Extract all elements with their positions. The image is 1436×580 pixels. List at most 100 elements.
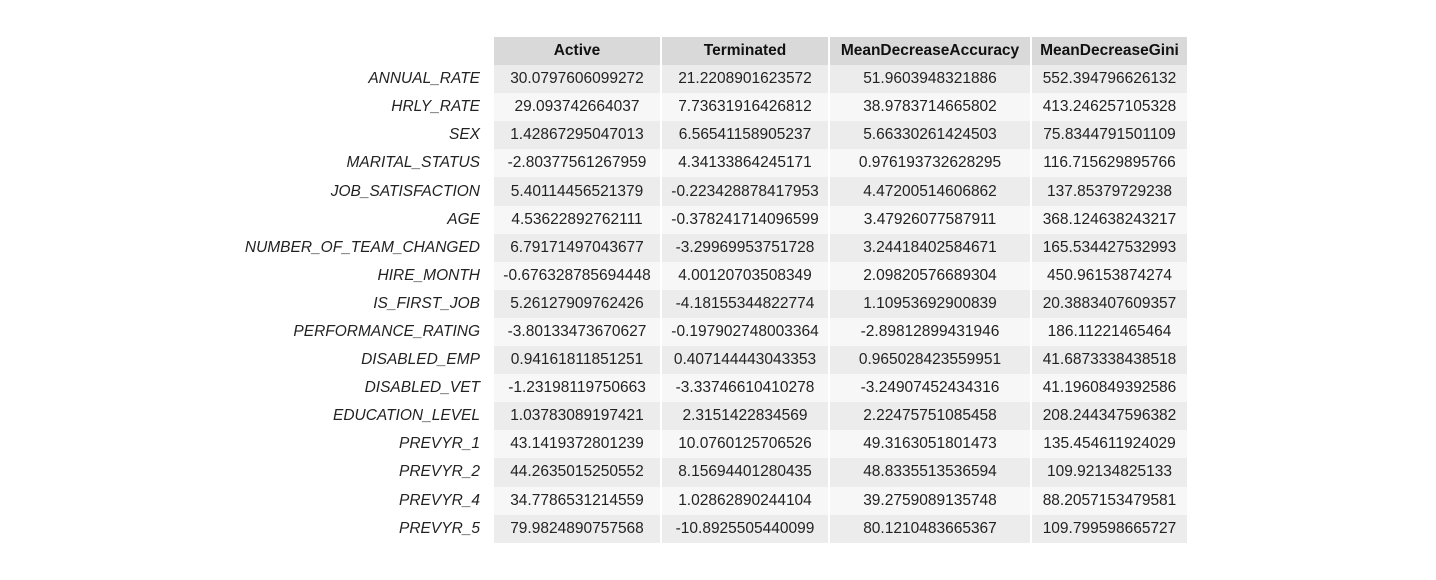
table-cell: 88.2057153479581	[1032, 486, 1187, 515]
table-row: IS_FIRST_JOB 5.26127909762426 -4.181553448…	[232, 289, 1187, 318]
table-cell: 4.00120703508349	[662, 261, 828, 290]
table-cell: -3.29969953751728	[662, 233, 828, 262]
table-row: ANNUAL_RATE 30.0797606099272 21.2208901623…	[232, 65, 1187, 94]
row-label: ANNUAL_RATE	[368, 70, 480, 88]
table-cell: 43.1419372801239	[494, 430, 660, 459]
column-header-terminated: Terminated	[662, 37, 828, 66]
table-cell: 2.22475751085458	[830, 402, 1030, 431]
row-label: DISABLED_EMP	[361, 351, 480, 369]
table-cell: 450.96153874274	[1032, 261, 1187, 290]
table-cell: 3.24418402584671	[830, 233, 1030, 262]
column-header-mean-decrease-accuracy: MeanDecreaseAccuracy	[830, 37, 1030, 66]
table-row: AGE 4.53622892762111 -0.378241714096599 3.4…	[232, 205, 1187, 234]
table-cell: 116.715629895766	[1032, 149, 1187, 178]
table-cell: 30.0797606099272	[494, 65, 660, 94]
table-cell: 10.0760125706526	[662, 430, 828, 459]
table-row: HRLY_RATE 29.093742664037 7.73631916426812…	[232, 93, 1187, 122]
table-cell: -2.80377561267959	[494, 149, 660, 178]
table-row: PREVYR_4 34.7786531214559 1.02862890244104…	[232, 486, 1187, 515]
table-cell: 41.6873338438518	[1032, 346, 1187, 375]
table-cell: 109.799598665727	[1032, 514, 1187, 543]
table-cell: 2.09820576689304	[830, 261, 1030, 290]
table-row: DISABLED_EMP 0.94161811851251 0.4071444430…	[232, 346, 1187, 375]
importance-table: Active Terminated MeanDecreaseAccuracy M…	[230, 37, 1189, 543]
table-cell: 109.92134825133	[1032, 458, 1187, 487]
table-cell: 79.9824890757568	[494, 514, 660, 543]
table-cell: 41.1960849392586	[1032, 374, 1187, 403]
row-label: PREVYR_5	[399, 519, 480, 537]
table-cell: 6.56541158905237	[662, 121, 828, 150]
table-cell: 75.8344791501109	[1032, 121, 1187, 150]
table-cell: 5.40114456521379	[494, 177, 660, 206]
table-cell: 165.534427532993	[1032, 233, 1187, 262]
table-cell: 4.47200514606862	[830, 177, 1030, 206]
table-cell: 368.124638243217	[1032, 205, 1187, 234]
table-row: PERFORMANCE_RATING -3.80133473670627 -0.19…	[232, 317, 1187, 347]
table-cell: 0.94161811851251	[494, 346, 660, 375]
table-cell: 1.10953692900839	[830, 289, 1030, 318]
table-cell: 80.1210483665367	[830, 514, 1030, 543]
table-cell: -0.676328785694448	[494, 261, 660, 290]
table-cell: -4.18155344822774	[662, 289, 828, 318]
table-cell: -1.23198119750663	[494, 374, 660, 403]
table-body: ANNUAL_RATE 30.0797606099272 21.2208901623…	[232, 65, 1187, 543]
table-cell: 4.53622892762111	[494, 205, 660, 234]
table-row: SEX 1.42867295047013 6.56541158905237 5.663…	[232, 121, 1187, 150]
table-cell: 208.244347596382	[1032, 402, 1187, 431]
table-cell: 29.093742664037	[494, 93, 660, 122]
table-row: DISABLED_VET -1.23198119750663 -3.33746610…	[232, 374, 1187, 403]
table-cell: 39.2759089135748	[830, 486, 1030, 515]
table-cell: 1.03783089197421	[494, 402, 660, 431]
table-row: PREVYR_5 79.9824890757568 -10.892550544009…	[232, 514, 1187, 543]
row-label: PREVYR_4	[399, 491, 480, 509]
column-header-mean-decrease-gini: MeanDecreaseGini	[1032, 37, 1187, 66]
table-cell: -0.197902748003364	[662, 317, 828, 347]
table-cell: -3.33746610410278	[662, 374, 828, 403]
table-cell: 44.2635015250552	[494, 458, 660, 487]
row-label: SEX	[448, 126, 480, 144]
table-cell: 21.2208901623572	[662, 65, 828, 94]
table-row: NUMBER_OF_TEAM_CHANGED 6.79171497043677 -3…	[232, 233, 1187, 262]
row-label: NUMBER_OF_TEAM_CHANGED	[244, 238, 480, 256]
table-cell: 7.73631916426812	[662, 93, 828, 122]
table-cell: 0.407144443043353	[662, 346, 828, 375]
table-cell: 1.42867295047013	[494, 121, 660, 150]
table-row: PREVYR_2 44.2635015250552 8.15694401280435…	[232, 458, 1187, 487]
table-cell: 38.9783714665802	[830, 93, 1030, 122]
table-cell: 49.3163051801473	[830, 430, 1030, 459]
header-corner	[232, 37, 492, 65]
table-cell: 0.965028423559951	[830, 346, 1030, 375]
table-cell: 186.11221465464	[1032, 317, 1187, 347]
table-cell: -3.80133473670627	[494, 317, 660, 347]
table-cell: 34.7786531214559	[494, 486, 660, 515]
row-label: HRLY_RATE	[391, 98, 480, 116]
row-label: AGE	[447, 210, 480, 228]
table-cell: -2.89812899431946	[830, 317, 1030, 347]
table-cell: 48.8335513536594	[830, 458, 1030, 487]
row-label: PREVYR_2	[399, 463, 480, 481]
row-label: PREVYR_1	[399, 435, 480, 453]
row-label: JOB_SATISFACTION	[330, 182, 480, 200]
column-header-active: Active	[494, 37, 660, 66]
table-row: PREVYR_1 43.1419372801239 10.0760125706526…	[232, 430, 1187, 459]
table-cell: 137.85379729238	[1032, 177, 1187, 206]
table-cell: 413.246257105328	[1032, 93, 1187, 122]
table-cell: 2.3151422834569	[662, 402, 828, 431]
table-cell: -0.223428878417953	[662, 177, 828, 206]
table-cell: 135.454611924029	[1032, 430, 1187, 459]
table-row: EDUCATION_LEVEL 1.03783089197421 2.3151422…	[232, 402, 1187, 431]
table-cell: -10.8925505440099	[662, 514, 828, 543]
row-label: MARITAL_STATUS	[346, 154, 481, 172]
table-cell: -0.378241714096599	[662, 205, 828, 234]
row-label: HIRE_MONTH	[377, 266, 480, 284]
table-cell: 6.79171497043677	[494, 233, 660, 262]
table-row: MARITAL_STATUS -2.80377561267959 4.3413386…	[232, 149, 1187, 178]
table-cell: 51.9603948321886	[830, 65, 1030, 94]
table-cell: 5.66330261424503	[830, 121, 1030, 150]
table-row: HIRE_MONTH -0.676328785694448 4.0012070350…	[232, 261, 1187, 290]
table-cell: 552.394796626132	[1032, 65, 1187, 94]
table-cell: 20.3883407609357	[1032, 289, 1187, 318]
header-row: Active Terminated MeanDecreaseAccuracy M…	[232, 37, 1187, 66]
table-cell: 4.34133864245171	[662, 149, 828, 178]
table-cell: 0.976193732628295	[830, 149, 1030, 178]
